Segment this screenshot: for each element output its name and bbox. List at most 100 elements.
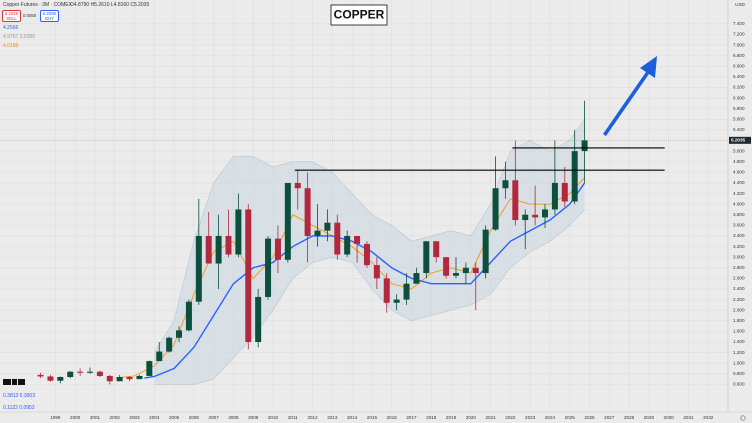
- candle-body: [225, 235, 232, 255]
- indicators: 4.2566 4.9797 3.5386 4.0188: [3, 24, 35, 51]
- chart-title: COPPER: [334, 8, 385, 22]
- x-tick-label: 2014: [347, 415, 358, 420]
- x-tick-label: 2032: [703, 415, 714, 420]
- y-tick-label: 4.000: [733, 201, 745, 206]
- candle-body: [245, 209, 252, 343]
- candle-body: [443, 257, 450, 276]
- y-tick-label: 3.200: [733, 244, 745, 249]
- y-tick-label: 3.600: [733, 223, 745, 228]
- candle-body: [255, 296, 262, 343]
- candle-body: [452, 273, 459, 276]
- candle-body: [176, 330, 183, 338]
- x-tick-label: 2016: [387, 415, 398, 420]
- x-tick-label: 2004: [149, 415, 160, 420]
- candle-body: [512, 180, 519, 221]
- candle-body: [334, 222, 341, 255]
- x-tick-label: 2012: [307, 415, 318, 420]
- candle-body: [106, 375, 113, 382]
- candle-body: [472, 267, 479, 274]
- candle-body: [166, 337, 173, 352]
- moving-average: [114, 177, 585, 379]
- y-tick-label: 1.200: [733, 350, 745, 355]
- candle-body: [344, 235, 351, 255]
- candle-body: [462, 267, 469, 274]
- candle-body: [195, 235, 202, 302]
- arrow: [603, 56, 657, 136]
- x-tick-label: 2009: [248, 415, 259, 420]
- y-tick-label: 2.600: [733, 276, 745, 281]
- x-tick-label: 2011: [288, 415, 298, 420]
- x-tick-label: 2002: [110, 415, 121, 420]
- y-tick-label: 6.200: [733, 85, 745, 90]
- title-box: [330, 4, 388, 26]
- candle-body: [551, 182, 558, 210]
- candle-body: [235, 209, 242, 255]
- candle-body: [314, 230, 321, 236]
- x-tick-label: 2008: [228, 415, 239, 420]
- spread: 0.0050: [23, 13, 37, 18]
- buy-price: 5.2095: [42, 11, 57, 16]
- candle-body: [146, 361, 153, 376]
- y-tick-label: 3.800: [733, 212, 745, 217]
- y-tick-label: 6.800: [733, 53, 745, 58]
- y-tick-label: 7.200: [733, 32, 745, 37]
- candle-body: [87, 371, 94, 373]
- y-tick-label: 1.000: [733, 360, 745, 365]
- candle-body: [324, 222, 331, 231]
- x-tick-label: 2017: [406, 415, 417, 420]
- indicator-value: 4.2566: [3, 25, 19, 31]
- candle-body: [403, 283, 410, 300]
- candle-body: [561, 182, 568, 202]
- candle-body: [383, 278, 390, 303]
- candle-body: [284, 182, 291, 260]
- candle-body: [215, 235, 222, 264]
- candle-body: [304, 188, 311, 236]
- y-tick-label: 4.400: [733, 180, 745, 185]
- candle-body: [413, 273, 420, 284]
- x-tick-label: 2025: [565, 415, 576, 420]
- currency: USD: [735, 2, 745, 7]
- symbol: Copper Futures · 3M · COMEX: [3, 2, 72, 8]
- candle-body: [294, 182, 301, 189]
- indicator-value: 4.9797 3.5386: [3, 34, 35, 40]
- indicator-value: 4.0188: [3, 43, 19, 49]
- ohlc: O4.8790 H5.2610 L4.8160 C5.2035: [70, 2, 150, 8]
- y-tick-label: 3.400: [733, 233, 745, 238]
- x-tick-label: 2000: [70, 415, 81, 420]
- buy-button[interactable]: 5.2095 BUY: [40, 10, 59, 22]
- y-tick-label: 2.200: [733, 297, 745, 302]
- x-tick-label: 2006: [189, 415, 200, 420]
- y-tick-label: 2.000: [733, 307, 745, 312]
- sell-button[interactable]: 5.2045 SELL: [2, 10, 21, 22]
- candle-body: [373, 265, 380, 279]
- x-tick-label: 2026: [584, 415, 595, 420]
- y-tick-label: 5.000: [733, 148, 745, 153]
- x-tick-label: 2029: [644, 415, 655, 420]
- y-tick-label: 4.800: [733, 159, 745, 164]
- candle-body: [393, 299, 400, 303]
- y-tick-label: 5.600: [733, 117, 745, 122]
- candle-body: [482, 229, 489, 274]
- candle-body: [205, 235, 212, 264]
- candle-body: [363, 243, 370, 266]
- y-tick-label: 6.600: [733, 63, 745, 68]
- sell-label: SELL: [6, 16, 17, 21]
- candle-body: [581, 140, 588, 152]
- candle-body: [156, 351, 163, 362]
- candle-body: [522, 214, 529, 221]
- x-tick-label: 2024: [545, 415, 556, 420]
- y-tick-label: 1.400: [733, 339, 745, 344]
- candle-body: [423, 241, 430, 274]
- candle-body: [354, 235, 361, 244]
- x-tick-label: 2030: [664, 415, 675, 420]
- x-tick-label: 2010: [268, 415, 279, 420]
- candle-body: [57, 377, 64, 381]
- y-tick-label: 4.200: [733, 191, 745, 196]
- y-tick-label: 2.400: [733, 286, 745, 291]
- x-tick-label: 2031: [683, 415, 694, 420]
- x-tick-label: 2018: [426, 415, 437, 420]
- oscillator-2: 0.1122 0.0952: [3, 405, 35, 411]
- settings-icon[interactable]: [740, 415, 746, 421]
- y-tick-label: 2.800: [733, 265, 745, 270]
